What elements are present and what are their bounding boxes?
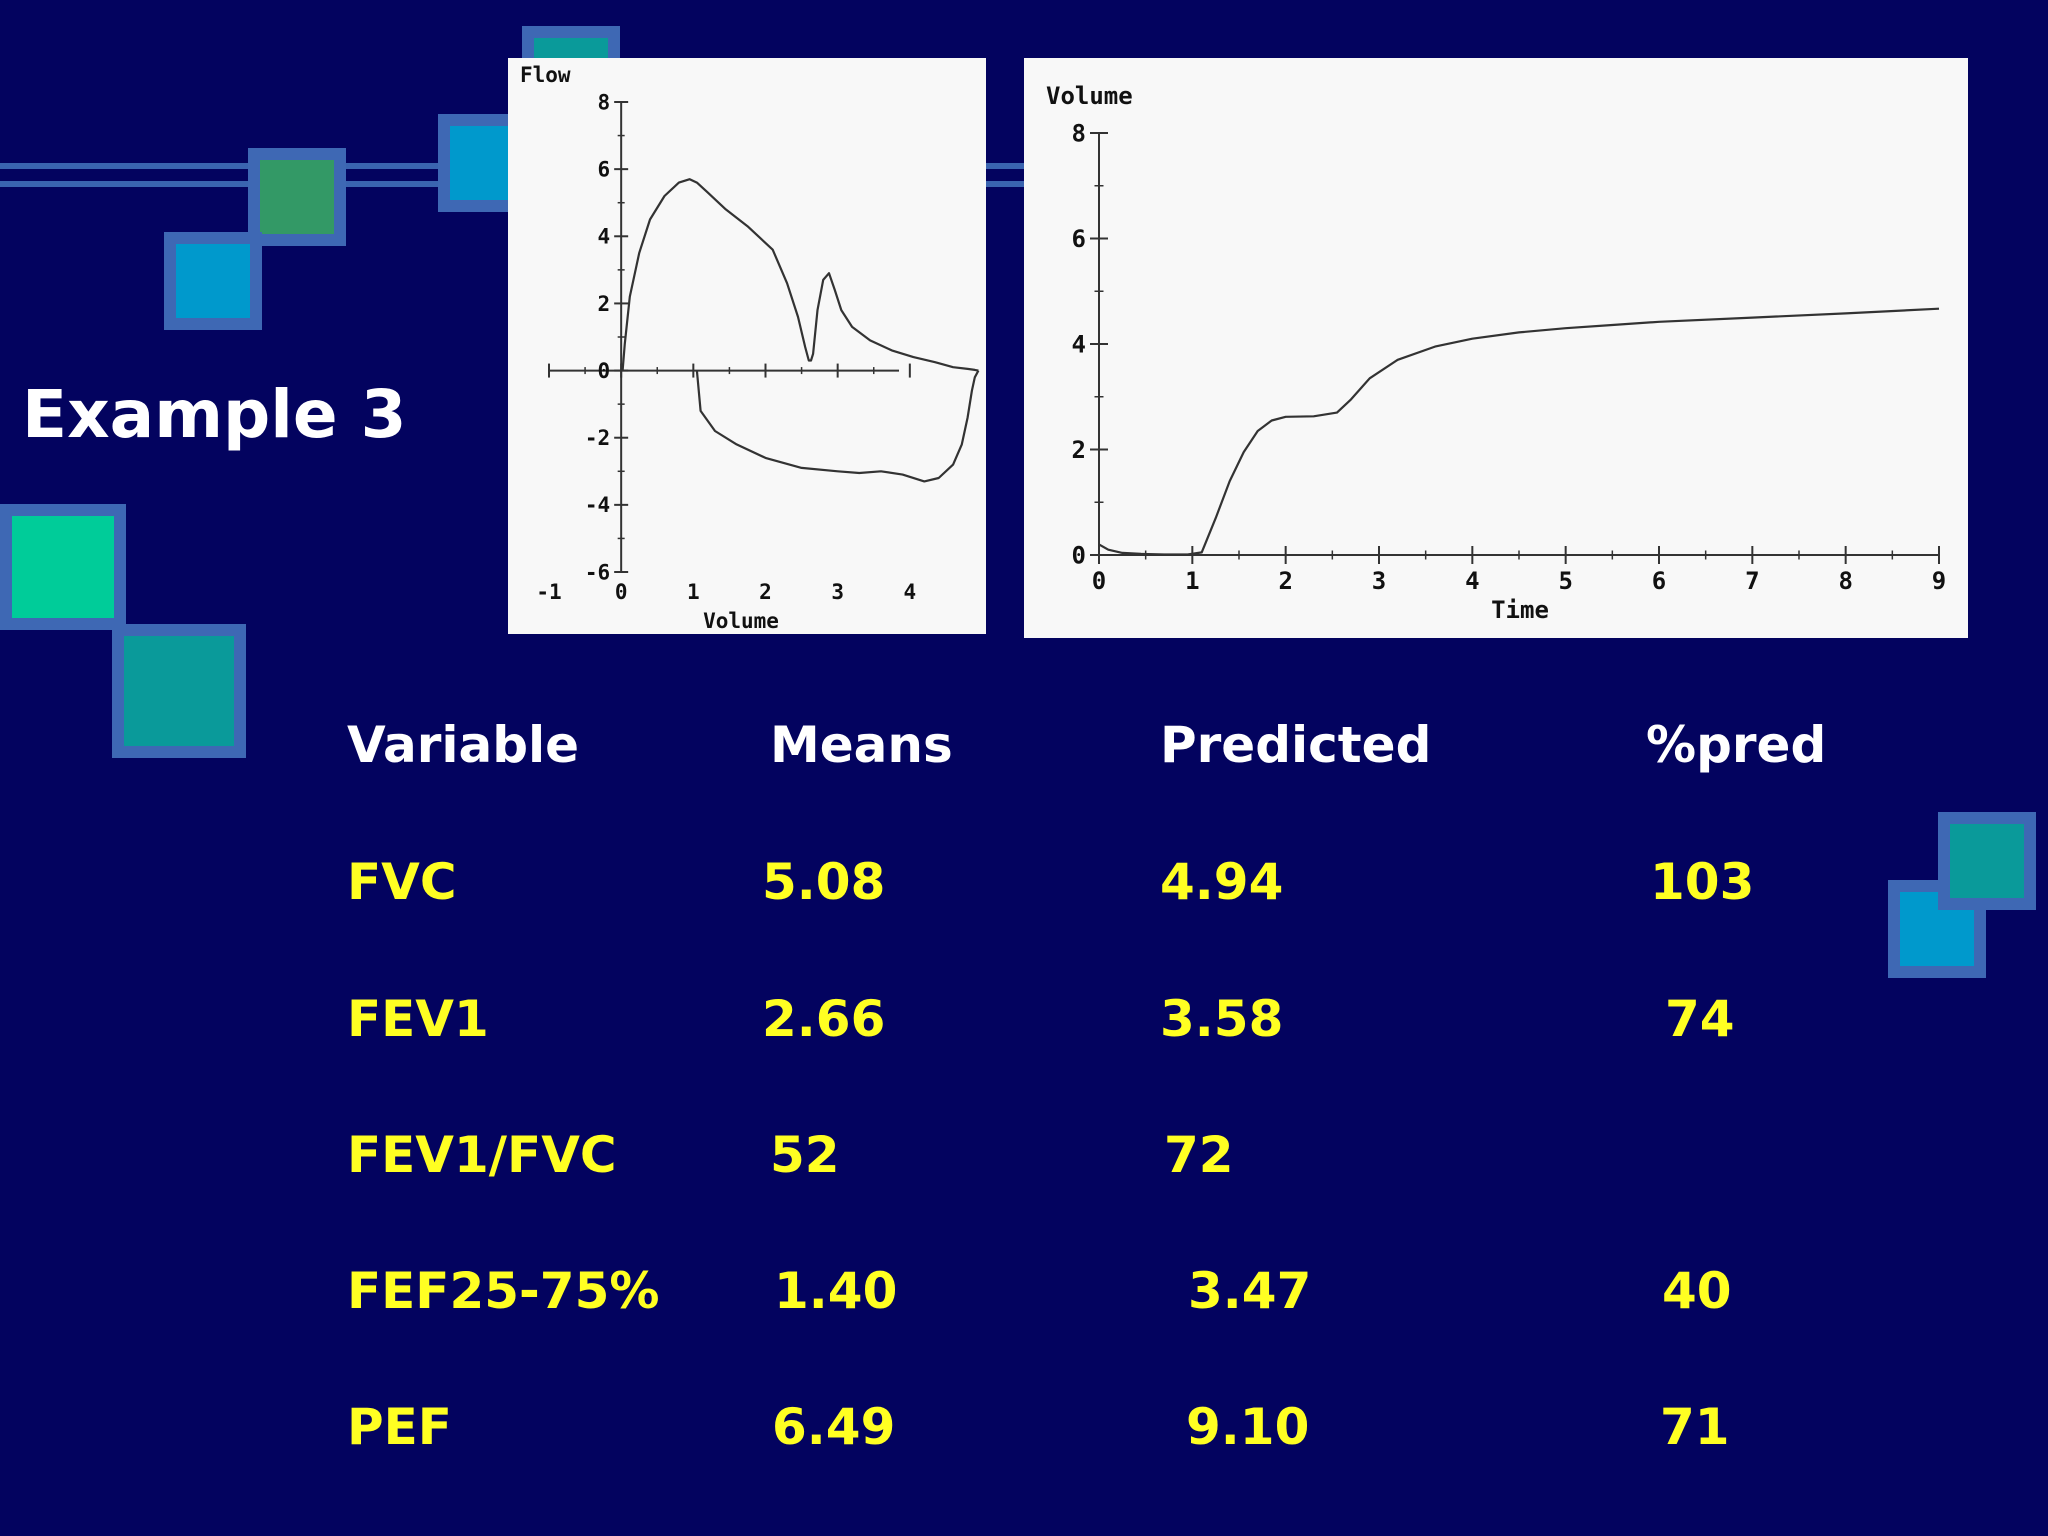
table-cell: 9.10 xyxy=(1186,1398,1310,1456)
y-axis-label: Volume xyxy=(1046,82,1133,110)
table-cell: 6.49 xyxy=(772,1398,896,1456)
y-tick-label: 0 xyxy=(598,359,611,383)
table-cell: FEF25-75% xyxy=(347,1262,660,1320)
x-tick-label: 2 xyxy=(759,580,772,604)
y-tick-label: -4 xyxy=(585,493,610,517)
table-cell: 72 xyxy=(1164,1126,1234,1184)
flow-volume-chart: 8 6 4 2 0 -2 -4 -6 -1 0 1 2 3 4 Flow Volume xyxy=(508,58,986,634)
decorative-square xyxy=(0,504,126,630)
y-tick-label: -6 xyxy=(585,560,610,584)
table-cell: 5.08 xyxy=(762,853,886,911)
decorative-square xyxy=(164,232,262,330)
x-tick-label: 7 xyxy=(1745,567,1759,595)
table-cell: FEV1/FVC xyxy=(347,1126,617,1184)
y-tick-label: 4 xyxy=(598,225,611,249)
column-header-means: Means xyxy=(770,716,953,774)
table-cell: 3.58 xyxy=(1160,990,1284,1048)
x-tick-label: -1 xyxy=(536,580,561,604)
table-cell: 4.94 xyxy=(1160,853,1284,911)
table-cell: PEF xyxy=(347,1398,452,1456)
x-tick-label: 3 xyxy=(831,580,844,604)
table-cell: 103 xyxy=(1650,853,1755,911)
y-tick-label: 8 xyxy=(1072,119,1086,147)
y-tick-label: -2 xyxy=(585,426,610,450)
table-cell: FVC xyxy=(347,853,457,911)
volume-time-chart: 0 2 4 6 8 0 1 2 3 4 5 6 7 8 9 Volume Time xyxy=(1024,58,1968,638)
y-tick-label: 2 xyxy=(1072,436,1086,464)
table-cell: 52 xyxy=(770,1126,840,1184)
table-cell: 71 xyxy=(1660,1398,1730,1456)
decorative-square xyxy=(248,148,346,246)
column-header-variable: Variable xyxy=(347,716,580,774)
column-header-predicted: Predicted xyxy=(1160,716,1432,774)
table-cell: 1.40 xyxy=(774,1262,898,1320)
y-axis-label: Flow xyxy=(520,63,571,87)
table-cell: FEV1 xyxy=(347,990,489,1048)
x-tick-label: 1 xyxy=(1185,567,1199,595)
x-tick-label: 0 xyxy=(615,580,628,604)
x-tick-label: 4 xyxy=(1465,567,1479,595)
x-tick-label: 6 xyxy=(1652,567,1666,595)
column-header-pred-percent: %pred xyxy=(1646,716,1827,774)
volume-time-plot: 0 2 4 6 8 0 1 2 3 4 5 6 7 8 9 Volume Time xyxy=(1046,82,1946,624)
x-axis-label: Time xyxy=(1491,596,1549,624)
y-tick-label: 8 xyxy=(598,90,611,114)
series-line-0 xyxy=(1098,307,1940,556)
y-tick-label: 2 xyxy=(598,292,611,316)
table-cell: 74 xyxy=(1665,990,1735,1048)
x-axis-label: Volume xyxy=(703,609,779,633)
y-tick-label: 4 xyxy=(1072,330,1086,358)
series-line-0 xyxy=(621,178,979,372)
y-tick-label: 6 xyxy=(1072,225,1086,253)
x-tick-label: 1 xyxy=(687,580,700,604)
x-tick-label: 9 xyxy=(1932,567,1946,595)
table-cell: 2.66 xyxy=(762,990,886,1048)
table-cell: 3.47 xyxy=(1188,1262,1312,1320)
y-tick-label: 0 xyxy=(1072,541,1086,569)
decorative-square xyxy=(1938,812,2036,910)
slide-title: Example 3 xyxy=(22,376,407,453)
x-tick-label: 2 xyxy=(1278,567,1292,595)
x-tick-label: 0 xyxy=(1092,567,1106,595)
x-tick-label: 4 xyxy=(904,580,917,604)
x-tick-label: 5 xyxy=(1558,567,1572,595)
decorative-square xyxy=(112,624,246,758)
table-cell: 40 xyxy=(1662,1262,1732,1320)
y-tick-label: 6 xyxy=(598,157,611,181)
x-tick-label: 8 xyxy=(1838,567,1852,595)
series-line-1 xyxy=(695,370,980,483)
x-tick-label: 3 xyxy=(1372,567,1386,595)
flow-volume-plot: 8 6 4 2 0 -2 -4 -6 -1 0 1 2 3 4 Flow Volume xyxy=(520,63,980,633)
